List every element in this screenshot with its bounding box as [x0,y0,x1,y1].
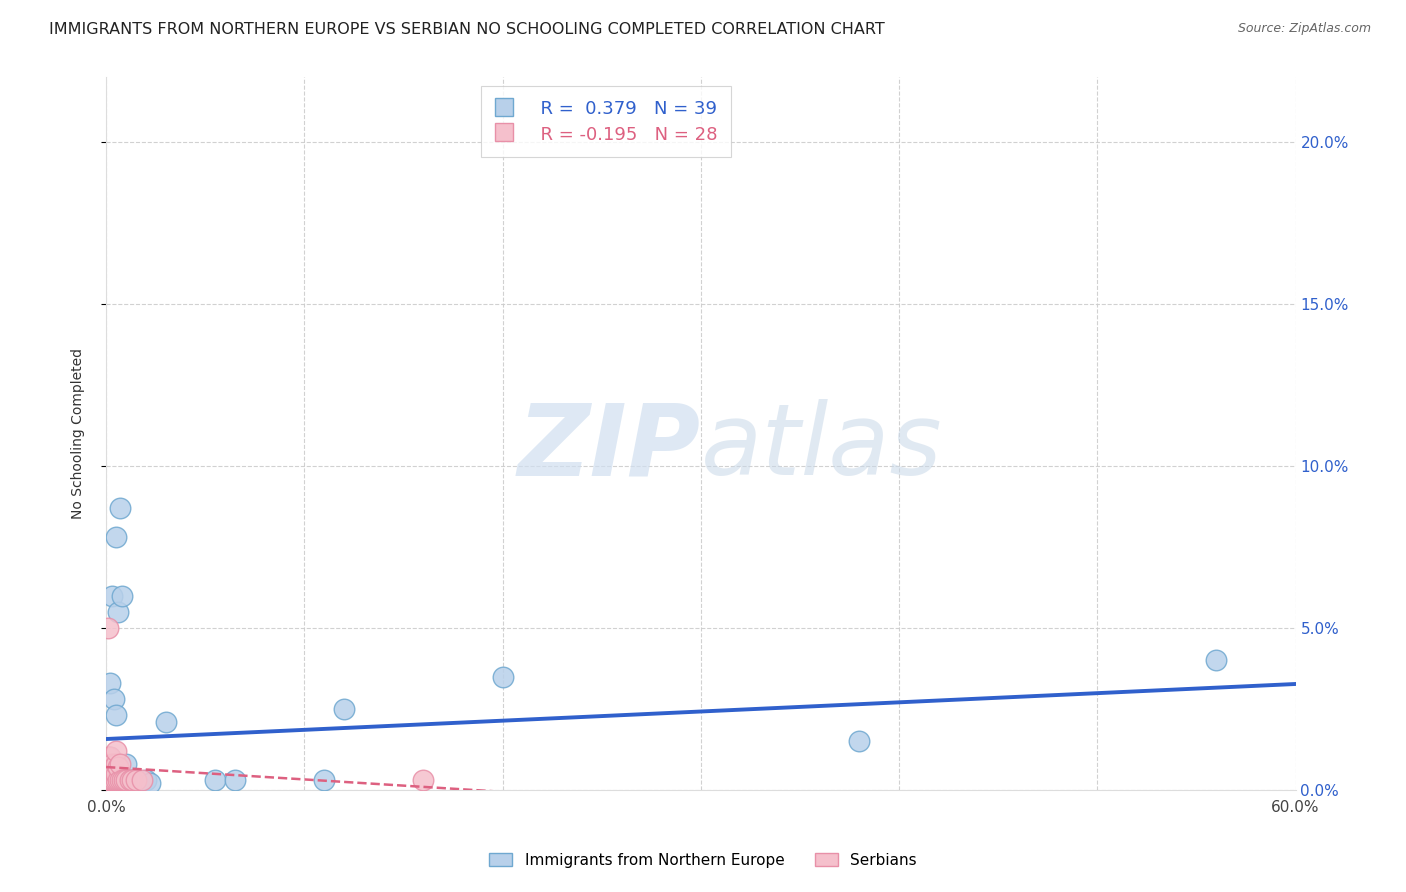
Point [1205,653,1227,667]
Point [108,756,131,771]
Point [121,773,143,788]
Point [107,605,129,619]
Point [101,773,124,788]
Point [98,750,121,764]
Point [104,766,127,780]
Point [97,621,120,635]
Point [107,773,129,788]
Point [108,773,131,788]
Point [98,750,121,764]
Point [108,501,131,516]
Point [104,756,127,771]
Point [111,589,134,603]
Point [103,692,125,706]
Point [97,750,120,764]
Point [103,770,125,784]
Point [97,776,120,790]
Point [333,702,356,716]
Point [111,773,134,788]
Point [112,773,135,788]
Point [155,714,177,729]
Point [103,773,125,788]
Point [115,756,138,771]
Point [97,766,120,780]
Point [107,773,129,788]
Point [104,773,127,788]
Point [97,773,120,788]
Point [97,756,120,771]
Point [135,773,157,788]
Text: ZIP: ZIP [517,400,700,496]
Point [101,589,124,603]
Point [224,773,246,788]
Point [115,773,138,788]
Point [848,734,870,748]
Point [101,773,124,788]
Y-axis label: No Schooling Completed: No Schooling Completed [72,348,86,519]
Point [101,756,124,771]
Point [107,760,129,774]
Point [103,773,125,788]
Point [491,669,513,683]
Point [108,773,131,788]
Legend:   R =  0.379   N = 39,   R = -0.195   N = 28: R = 0.379 N = 39, R = -0.195 N = 28 [481,87,731,157]
Point [111,773,134,788]
Point [118,773,141,788]
Point [101,760,124,774]
Point [112,773,135,788]
Point [98,766,121,780]
Point [314,773,336,788]
Point [125,773,148,788]
Point [104,744,127,758]
Point [127,776,149,790]
Point [131,773,153,788]
Legend: Immigrants from Northern Europe, Serbians: Immigrants from Northern Europe, Serbian… [482,845,924,875]
Point [104,530,127,544]
Point [115,773,138,788]
Point [118,773,141,788]
Point [98,766,121,780]
Point [101,770,124,784]
Point [125,776,148,790]
Point [97,766,120,780]
Point [104,773,127,788]
Point [104,708,127,723]
Text: atlas: atlas [700,400,942,496]
Point [138,776,160,790]
Point [98,773,121,788]
Text: IMMIGRANTS FROM NORTHERN EUROPE VS SERBIAN NO SCHOOLING COMPLETED CORRELATION CH: IMMIGRANTS FROM NORTHERN EUROPE VS SERBI… [49,22,884,37]
Text: Source: ZipAtlas.com: Source: ZipAtlas.com [1237,22,1371,36]
Point [412,773,434,788]
Point [98,773,121,788]
Point [98,676,121,690]
Point [204,773,226,788]
Point [103,760,125,774]
Point [101,766,124,780]
